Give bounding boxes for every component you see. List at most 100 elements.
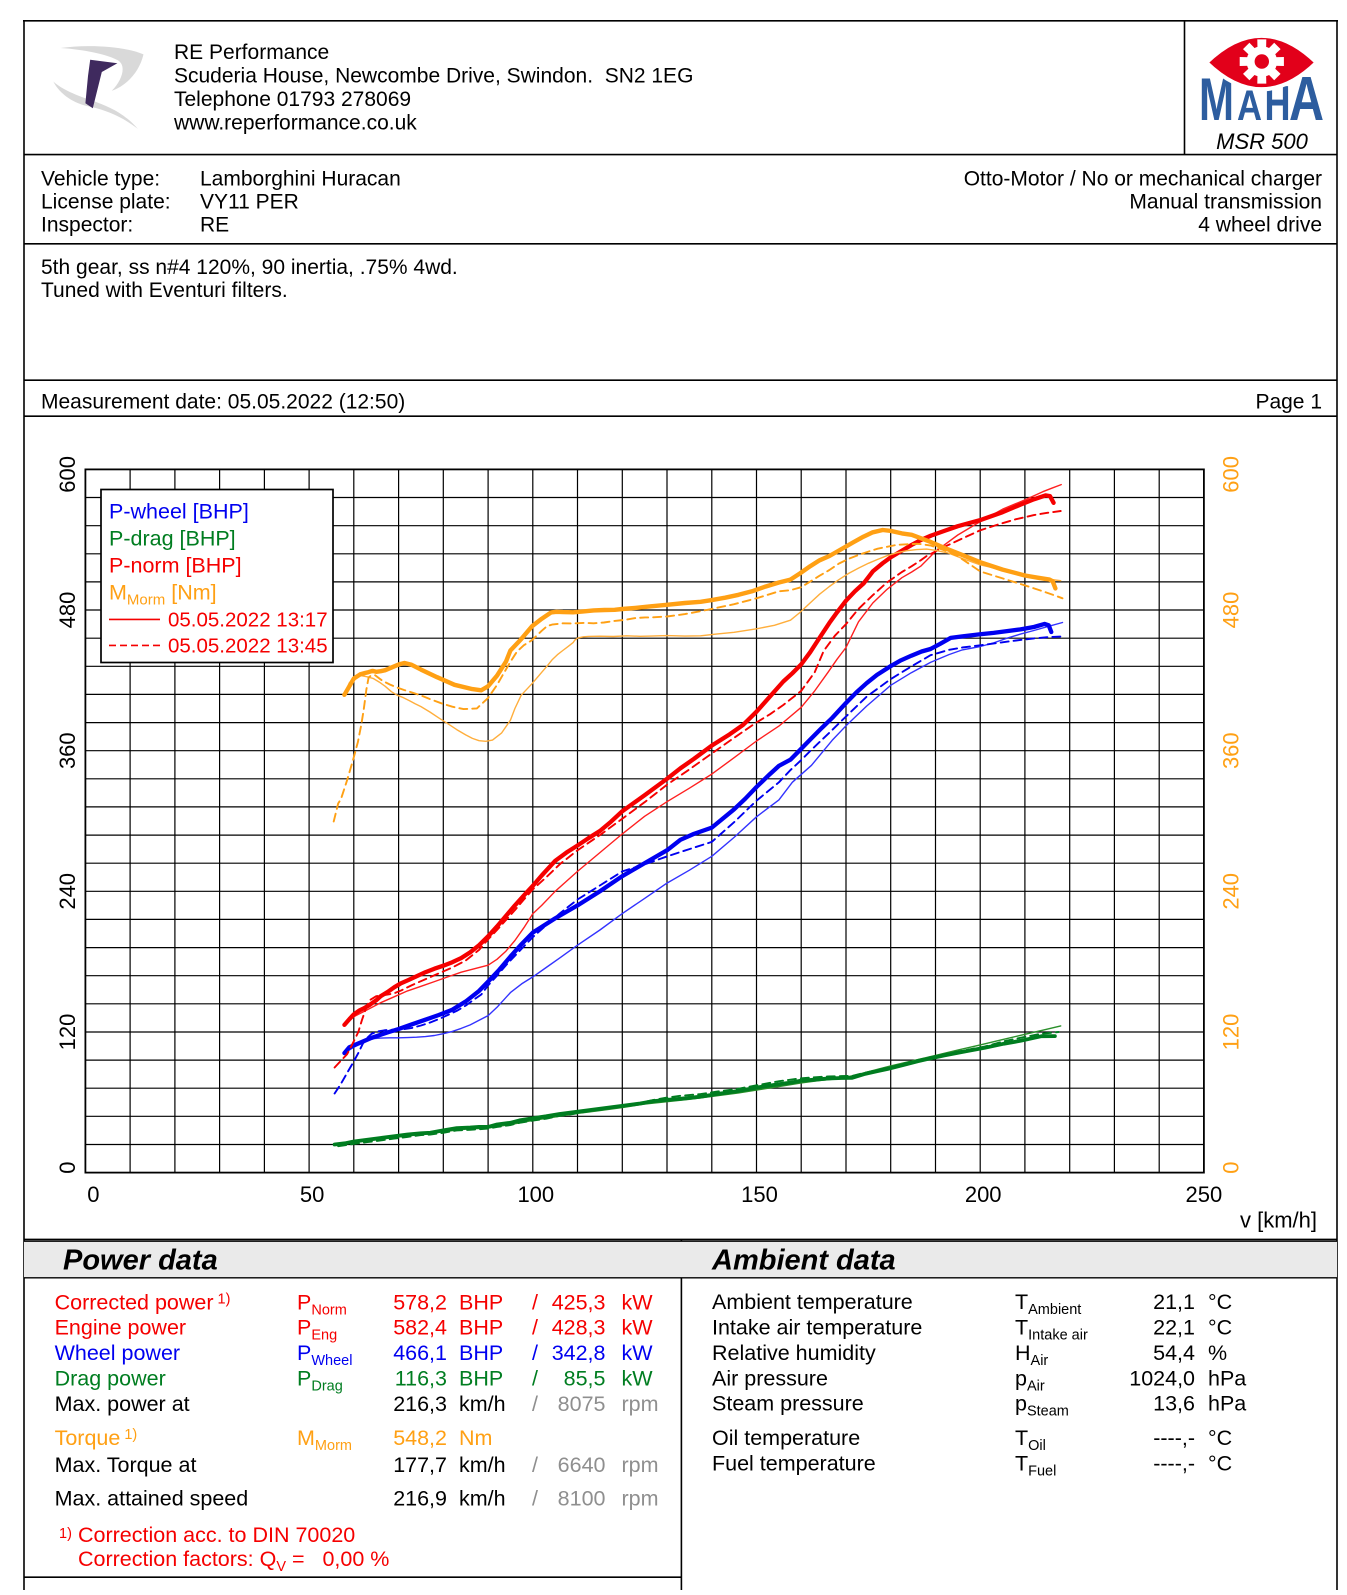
- svg-text:kW: kW: [622, 1316, 654, 1340]
- svg-text:Ambient temperature: Ambient temperature: [712, 1290, 913, 1314]
- svg-text:21,1: 21,1: [1153, 1290, 1195, 1314]
- svg-text:1): 1): [59, 1526, 72, 1542]
- svg-text:Wheel power: Wheel power: [55, 1341, 180, 1365]
- svg-text:/: /: [532, 1487, 538, 1511]
- svg-text:120: 120: [1219, 1014, 1244, 1051]
- svg-text:4 wheel drive: 4 wheel drive: [1198, 213, 1322, 236]
- svg-text:BHP: BHP: [459, 1366, 503, 1390]
- svg-text:Steam pressure: Steam pressure: [712, 1391, 864, 1415]
- svg-text:kW: kW: [622, 1366, 654, 1390]
- svg-text:HAir: HAir: [1015, 1341, 1048, 1369]
- svg-text:600: 600: [1219, 456, 1244, 493]
- svg-text:1024,0: 1024,0: [1129, 1366, 1195, 1390]
- svg-text:/: /: [532, 1366, 538, 1390]
- svg-text:342,8: 342,8: [552, 1341, 606, 1365]
- svg-text:480: 480: [1219, 592, 1244, 629]
- svg-text:Scuderia House, Newcombe Drive: Scuderia House, Newcombe Drive, Swindon.…: [174, 64, 693, 87]
- svg-text:Relative humidity: Relative humidity: [712, 1341, 876, 1365]
- svg-text:Measurement date: 05.05.2022 (: Measurement date: 05.05.2022 (12:50): [41, 390, 405, 413]
- svg-text:578,2: 578,2: [393, 1290, 447, 1314]
- svg-text:428,3: 428,3: [552, 1316, 606, 1340]
- svg-text:RE Performance: RE Performance: [174, 41, 329, 64]
- svg-text:Inspector:: Inspector:: [41, 213, 133, 236]
- svg-text:240: 240: [55, 873, 80, 910]
- svg-text:360: 360: [1219, 732, 1244, 769]
- svg-text:P-norm [BHP]: P-norm [BHP]: [109, 553, 242, 577]
- svg-text:Otto-Motor / No or mechanical: Otto-Motor / No or mechanical charger: [964, 167, 1322, 190]
- svg-text:0: 0: [55, 1161, 80, 1173]
- svg-text:/: /: [532, 1290, 538, 1314]
- svg-text:km/h: km/h: [459, 1487, 506, 1511]
- svg-text:85,5: 85,5: [564, 1366, 606, 1390]
- svg-text:Correction acc. to DIN 70020: Correction acc. to DIN 70020: [78, 1523, 355, 1547]
- svg-text:P-drag [BHP]: P-drag [BHP]: [109, 526, 236, 550]
- svg-text:P-wheel [BHP]: P-wheel [BHP]: [109, 499, 249, 523]
- svg-text:425,3: 425,3: [552, 1290, 606, 1314]
- svg-text:MSR 500: MSR 500: [1216, 129, 1308, 154]
- svg-text:----,-: ----,-: [1153, 1452, 1195, 1476]
- svg-text:120: 120: [55, 1014, 80, 1051]
- svg-text:Oil temperature: Oil temperature: [712, 1426, 860, 1450]
- svg-text:----,-: ----,-: [1153, 1426, 1195, 1450]
- svg-text:6640: 6640: [558, 1453, 606, 1477]
- svg-text:www.reperformance.co.uk: www.reperformance.co.uk: [173, 111, 417, 134]
- svg-text:rpm: rpm: [622, 1487, 659, 1511]
- svg-text:240: 240: [1219, 873, 1244, 910]
- svg-text:Vehicle type:: Vehicle type:: [41, 167, 160, 190]
- svg-text:/: /: [532, 1316, 538, 1340]
- svg-text:05.05.2022 13:45: 05.05.2022 13:45: [168, 635, 328, 658]
- svg-text:466,1: 466,1: [393, 1341, 447, 1365]
- svg-text:Ambient data: Ambient data: [711, 1245, 896, 1277]
- svg-text:BHP: BHP: [459, 1290, 503, 1314]
- svg-text:Manual transmission: Manual transmission: [1129, 190, 1322, 213]
- svg-text:Power data: Power data: [63, 1245, 218, 1277]
- svg-text:hPa: hPa: [1208, 1391, 1246, 1415]
- svg-text:150: 150: [741, 1182, 778, 1207]
- svg-text:8075: 8075: [558, 1392, 606, 1416]
- svg-text:Fuel temperature: Fuel temperature: [712, 1452, 876, 1476]
- svg-text:Nm: Nm: [459, 1426, 492, 1450]
- svg-text:177,7: 177,7: [393, 1453, 447, 1477]
- svg-text:13,6: 13,6: [1153, 1391, 1195, 1415]
- svg-text:600: 600: [55, 456, 80, 493]
- svg-text:50: 50: [300, 1182, 324, 1207]
- svg-text:Intake air temperature: Intake air temperature: [712, 1316, 922, 1340]
- svg-text:/: /: [532, 1341, 538, 1365]
- svg-text:Corrected power 1): Corrected power 1): [55, 1290, 231, 1314]
- svg-text:216,3: 216,3: [393, 1392, 447, 1416]
- svg-text:Lamborghini Huracan: Lamborghini Huracan: [200, 167, 401, 190]
- svg-text:0: 0: [87, 1182, 99, 1207]
- svg-text:PWheel: PWheel: [297, 1341, 352, 1369]
- svg-text:480: 480: [55, 592, 80, 629]
- svg-text:54,4: 54,4: [1153, 1341, 1195, 1365]
- svg-text:Telephone 01793 278069: Telephone 01793 278069: [174, 88, 411, 111]
- svg-text:VY11 PER: VY11 PER: [200, 190, 299, 213]
- svg-text:Tuned with Eventuri filters.: Tuned with Eventuri filters.: [41, 279, 288, 302]
- svg-text:km/h: km/h: [459, 1392, 506, 1416]
- svg-text:rpm: rpm: [622, 1453, 659, 1477]
- svg-text:116,3: 116,3: [395, 1366, 447, 1390]
- svg-text:RE: RE: [200, 213, 229, 236]
- svg-text:Engine power: Engine power: [55, 1316, 186, 1340]
- svg-text:100: 100: [517, 1182, 554, 1207]
- svg-text:360: 360: [55, 732, 80, 769]
- svg-text:Air pressure: Air pressure: [712, 1366, 828, 1390]
- svg-text:Max. Torque at: Max. Torque at: [55, 1453, 197, 1477]
- svg-text:rpm: rpm: [622, 1392, 659, 1416]
- svg-text:05.05.2022 13:17: 05.05.2022 13:17: [168, 609, 328, 632]
- svg-text:BHP: BHP: [459, 1341, 503, 1365]
- svg-text:Correction factors: QV = 0,0: Correction factors: QV = 0,00 %: [78, 1547, 389, 1575]
- svg-text:TFuel: TFuel: [1015, 1452, 1056, 1480]
- svg-text:5th gear, ss n#4 120%, 90 iner: 5th gear, ss n#4 120%, 90 inertia, .75% …: [41, 256, 458, 279]
- svg-text:0: 0: [1219, 1161, 1244, 1173]
- svg-text:°C: °C: [1208, 1426, 1232, 1450]
- svg-text:BHP: BHP: [459, 1316, 503, 1340]
- svg-text:°C: °C: [1208, 1452, 1232, 1476]
- svg-text:%: %: [1208, 1341, 1227, 1365]
- svg-text:200: 200: [965, 1182, 1002, 1207]
- svg-text:km/h: km/h: [459, 1453, 506, 1477]
- svg-text:/: /: [532, 1453, 538, 1477]
- svg-text:hPa: hPa: [1208, 1366, 1246, 1390]
- svg-text:548,2: 548,2: [393, 1426, 447, 1450]
- svg-text:/: /: [532, 1392, 538, 1416]
